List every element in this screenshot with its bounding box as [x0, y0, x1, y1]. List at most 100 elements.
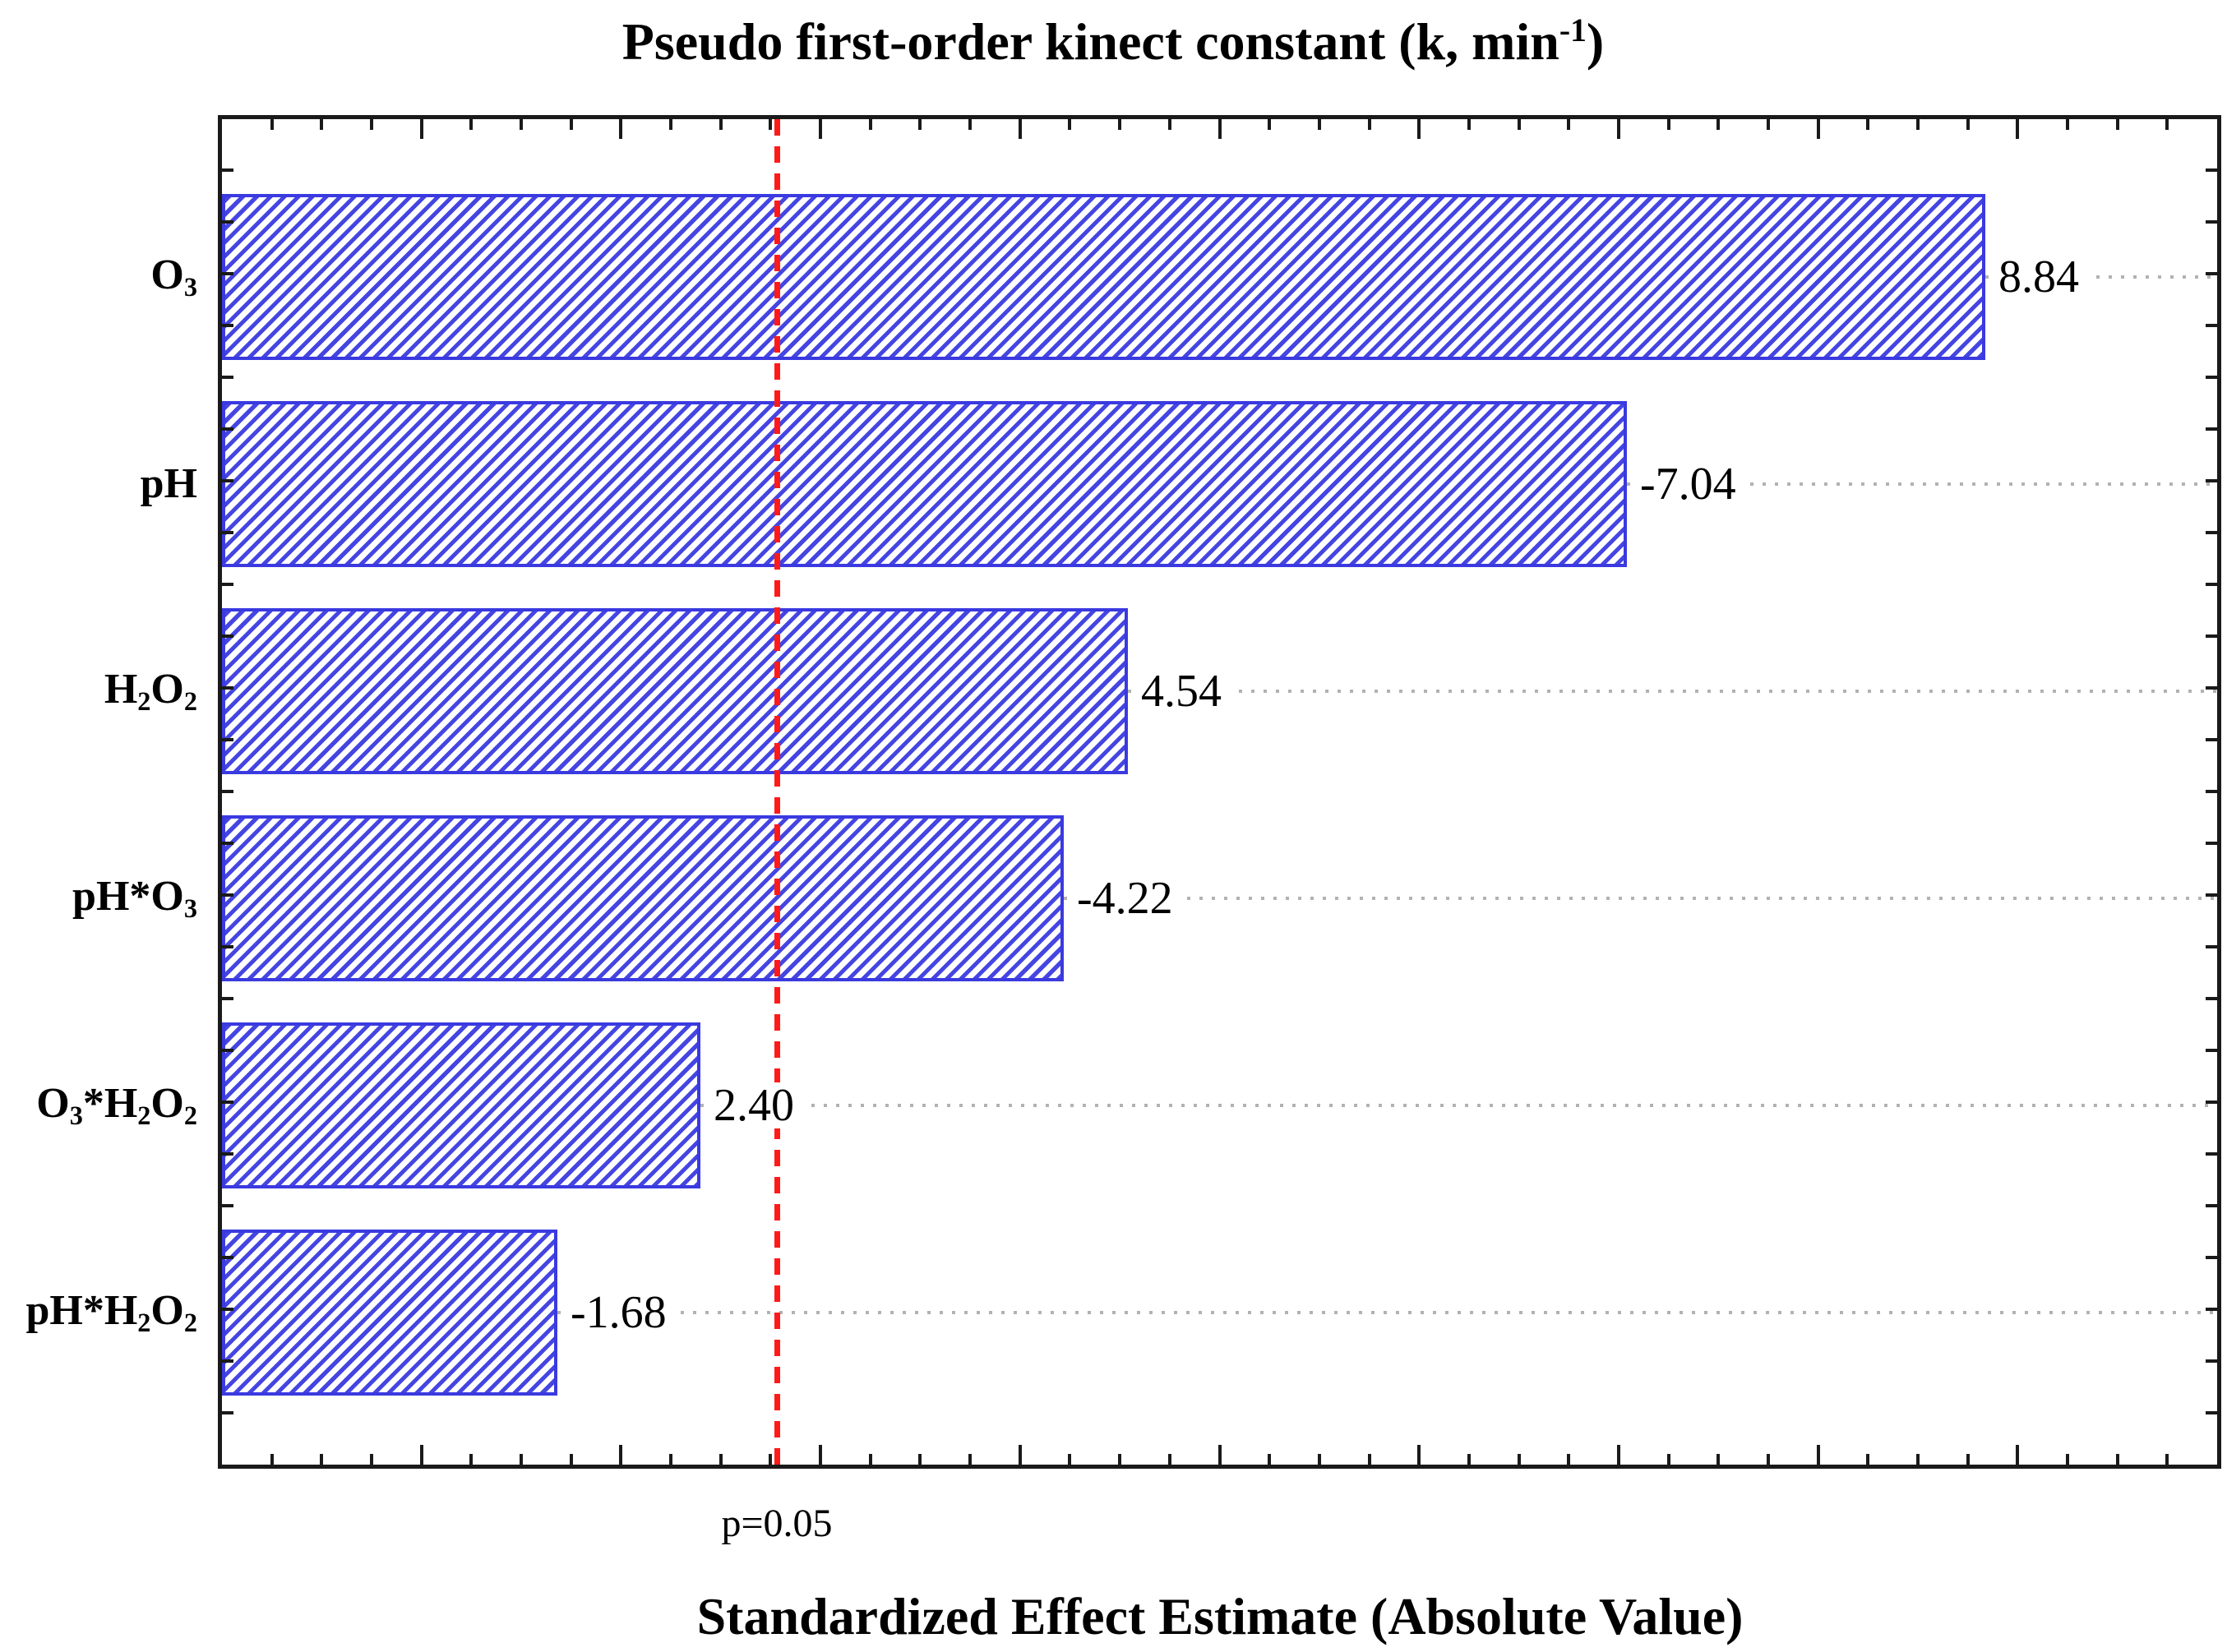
- x-axis-tick: [819, 1445, 822, 1465]
- bar-value-label: 4.54: [1138, 668, 1230, 714]
- x-axis-tick: [370, 1454, 373, 1465]
- x-axis-tick: [1368, 1454, 1371, 1465]
- right-axis-tick: [2206, 842, 2217, 845]
- x-axis-tick: [769, 1454, 772, 1465]
- subscript: 3: [183, 893, 197, 923]
- right-axis-tick: [2206, 997, 2217, 1000]
- x-axis-tick: [1467, 1454, 1471, 1465]
- bar-value-label: -1.68: [567, 1290, 675, 1336]
- subscript: 2: [183, 1307, 197, 1337]
- x-axis-tick: [669, 1454, 672, 1465]
- subscript: 2: [137, 685, 151, 716]
- x-axis-tick: [1268, 1454, 1271, 1465]
- y-axis-tick: [222, 272, 233, 275]
- x-axis-title: Standardized Effect Estimate (Absolute V…: [696, 1587, 1744, 1645]
- x-axis-tick: [570, 1454, 573, 1465]
- y-axis-tick: [222, 997, 233, 1000]
- y-axis-tick: [222, 842, 233, 845]
- right-axis-tick: [2206, 324, 2217, 327]
- y-axis-tick: [222, 1308, 233, 1311]
- y-axis-tick: [222, 893, 233, 897]
- effect-bar: [222, 1022, 700, 1188]
- y-axis-tick: [222, 634, 233, 638]
- top-axis-tick: [1916, 119, 1920, 130]
- y-axis-tick: [222, 324, 233, 327]
- top-axis-tick: [619, 119, 622, 139]
- top-axis-tick: [420, 119, 423, 139]
- right-axis-tick: [2206, 1152, 2217, 1156]
- top-axis-tick: [719, 119, 723, 130]
- y-axis-tick: [222, 1204, 233, 1207]
- top-axis-tick: [869, 119, 872, 130]
- x-axis-tick: [719, 1454, 723, 1465]
- right-axis-tick: [2206, 634, 2217, 638]
- x-axis-tick: [420, 1445, 423, 1465]
- chart-title-text: Pseudo first-order kinect constant (k, m…: [621, 12, 1559, 71]
- right-axis-tick: [2206, 945, 2217, 948]
- top-axis-tick: [1667, 119, 1670, 130]
- top-axis-tick: [1567, 119, 1570, 130]
- top-axis-tick: [2016, 119, 2019, 139]
- right-axis-tick: [2206, 220, 2217, 224]
- bar-value-label: -4.22: [1074, 875, 1181, 921]
- x-axis-tick: [2016, 1445, 2019, 1465]
- category-label: O3: [150, 251, 197, 302]
- right-axis-tick: [2206, 790, 2217, 793]
- right-axis-tick: [2206, 272, 2217, 275]
- top-axis-tick: [1368, 119, 1371, 130]
- x-axis-tick: [2116, 1454, 2119, 1465]
- x-axis-tick: [1068, 1454, 1071, 1465]
- x-axis-tick: [1716, 1454, 1720, 1465]
- x-axis-tick: [270, 1454, 274, 1465]
- y-axis-tick: [222, 479, 233, 482]
- y-axis-tick: [222, 1256, 233, 1259]
- row-gridline: [700, 1104, 2217, 1107]
- subscript: 2: [137, 1100, 151, 1130]
- x-axis-tick: [520, 1454, 523, 1465]
- right-axis-tick: [2206, 1359, 2217, 1363]
- top-axis-tick: [1417, 119, 1421, 139]
- right-axis-tick: [2206, 893, 2217, 897]
- top-axis-tick: [1318, 119, 1321, 130]
- top-axis-tick: [2116, 119, 2119, 130]
- effect-bar: [222, 401, 1627, 567]
- row-gridline: [1064, 897, 2217, 900]
- top-axis-tick: [968, 119, 972, 130]
- top-axis-tick: [1716, 119, 1720, 130]
- row-gridline: [1627, 482, 2217, 486]
- top-axis-tick: [669, 119, 672, 130]
- right-axis-tick: [2206, 479, 2217, 482]
- subscript: 2: [137, 1307, 151, 1337]
- x-axis-tick: [1966, 1454, 1970, 1465]
- y-axis-tick: [222, 1359, 233, 1363]
- bar-value-label: -7.04: [1637, 461, 1744, 507]
- x-axis-tick: [1817, 1445, 1820, 1465]
- right-axis-tick: [2206, 686, 2217, 690]
- top-axis-tick: [819, 119, 822, 139]
- top-axis-tick: [1518, 119, 1521, 130]
- top-axis-tick: [1767, 119, 1770, 130]
- effect-bar: [222, 194, 1985, 360]
- y-axis-tick: [222, 1152, 233, 1156]
- top-axis-tick: [320, 119, 323, 130]
- y-axis-tick: [222, 376, 233, 379]
- y-axis-tick: [222, 427, 233, 431]
- plot-area: 8.84 -7.04 4.54 -4.22 2.40 -1.68: [218, 115, 2221, 1469]
- x-axis-tick: [619, 1445, 622, 1465]
- subscript: 2: [183, 685, 197, 716]
- y-axis-tick: [222, 220, 233, 224]
- y-axis-tick: [222, 531, 233, 534]
- x-axis-tick: [1318, 1454, 1321, 1465]
- right-axis-tick: [2206, 1256, 2217, 1259]
- top-axis-tick: [1118, 119, 1121, 130]
- x-axis-tick: [1168, 1454, 1171, 1465]
- x-axis-tick: [1118, 1454, 1121, 1465]
- y-axis-tick: [222, 790, 233, 793]
- row-gridline: [1128, 690, 2217, 693]
- effect-bar: [222, 1230, 557, 1396]
- right-axis-tick: [2206, 376, 2217, 379]
- x-axis-tick: [918, 1454, 922, 1465]
- y-axis-tick: [222, 738, 233, 741]
- category-label: pH: [140, 460, 197, 507]
